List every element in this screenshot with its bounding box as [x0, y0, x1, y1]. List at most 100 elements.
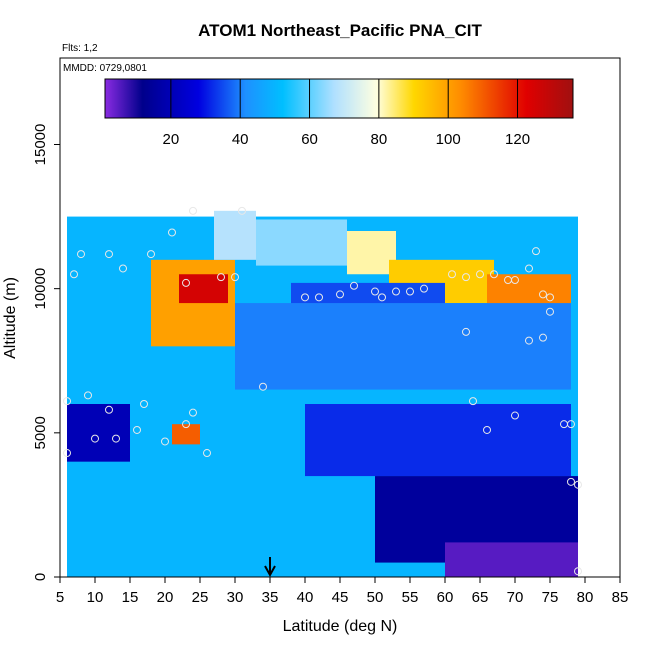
- sample-point: [168, 228, 176, 237]
- heatmap-cell: [235, 303, 571, 390]
- x-tick-label: 55: [402, 589, 419, 606]
- sample-point: [259, 382, 267, 391]
- sample-point: [140, 400, 148, 408]
- x-axis: 5 10 15 20 25 30 35 40 45 50 55 60 65 70 75 80 85: [56, 577, 629, 606]
- x-tick-label: 20: [157, 589, 174, 606]
- colorbar-tick-label: 100: [436, 131, 461, 148]
- sample-point: [77, 250, 85, 259]
- sample-point: [105, 250, 113, 259]
- sample-point: [238, 206, 246, 215]
- sample-point: [525, 336, 533, 345]
- sample-points: [63, 206, 582, 576]
- sample-point: [476, 270, 484, 279]
- x-tick-label: 60: [437, 589, 454, 606]
- heatmap-cell: [179, 274, 228, 304]
- sample-point: [567, 477, 575, 486]
- sample-point: [63, 397, 71, 406]
- dates-note: MMDD: 0729,0801: [63, 63, 147, 74]
- x-tick-label: 10: [87, 589, 104, 606]
- colorbar-tick-label: 40: [232, 131, 249, 148]
- x-tick-label: 70: [507, 589, 524, 606]
- sample-point: [182, 278, 190, 287]
- sample-point: [511, 276, 519, 285]
- sample-point: [315, 293, 323, 302]
- x-tick-label: 30: [227, 589, 244, 606]
- y-tick-label: 10000: [32, 268, 49, 310]
- colorbar: 20 40 60 80 100 120: [104, 78, 574, 148]
- sample-point: [203, 449, 211, 458]
- chart-title: ATOM1 Northeast_Pacific PNA_CIT: [198, 21, 482, 40]
- latitude-arrow: [264, 557, 276, 578]
- sample-point: [483, 425, 491, 434]
- sample-point: [350, 281, 358, 290]
- sample-point: [378, 293, 386, 302]
- colorbar-tick-label: 20: [163, 131, 180, 148]
- heatmap-cell: [67, 404, 130, 462]
- sample-point: [84, 391, 92, 400]
- colorbar-gradient: [104, 78, 574, 119]
- sample-point: [119, 264, 127, 273]
- sample-point: [63, 449, 71, 458]
- y-tick-label: 0: [32, 573, 49, 581]
- x-tick-label: 45: [332, 589, 349, 606]
- sample-point: [112, 434, 120, 443]
- heatmap-cell: [347, 231, 396, 275]
- heatmap-cell: [445, 542, 578, 577]
- sample-point: [336, 290, 344, 299]
- y-tick-label: 15000: [32, 124, 49, 166]
- sample-point: [539, 333, 547, 342]
- x-tick-label: 5: [56, 589, 64, 606]
- heatmap-cell: [256, 219, 347, 266]
- sample-point: [231, 273, 239, 282]
- heatmap-cells: [67, 210, 578, 577]
- colorbar-tick-label: 60: [301, 131, 318, 148]
- y-tick-label: 5000: [32, 416, 49, 449]
- x-tick-label: 80: [577, 589, 594, 606]
- sample-point: [511, 411, 519, 420]
- x-tick-label: 25: [192, 589, 209, 606]
- sample-point: [546, 293, 554, 302]
- sample-point: [574, 567, 582, 576]
- sample-point: [546, 307, 554, 316]
- x-tick-label: 85: [612, 589, 629, 606]
- sample-point: [147, 250, 155, 259]
- x-axis-label: Latitude (deg N): [283, 618, 398, 635]
- sample-point: [539, 290, 547, 299]
- sample-point: [406, 287, 414, 296]
- y-axis: 0 5000 10000 15000: [32, 124, 60, 581]
- sample-point: [469, 397, 477, 406]
- x-tick-label: 15: [122, 589, 139, 606]
- heatmap-cell: [214, 210, 256, 260]
- sample-point: [462, 327, 470, 336]
- flights-note: Flts: 1,2: [62, 43, 98, 54]
- heatmap-cell: [305, 404, 571, 477]
- x-tick-label: 35: [262, 589, 279, 606]
- colorbar-ticks: 20 40 60 80 100 120: [163, 79, 530, 148]
- sample-point: [371, 287, 379, 296]
- sample-point: [420, 284, 428, 293]
- heatmap-cell: [172, 424, 200, 445]
- sample-point: [217, 273, 225, 282]
- sample-point: [70, 270, 78, 279]
- y-axis-label: Altitude (m): [2, 277, 19, 359]
- sample-point: [567, 420, 575, 429]
- sample-point: [189, 206, 197, 215]
- colorbar-tick-label: 120: [505, 131, 530, 148]
- arrow-head: [264, 565, 276, 578]
- sample-point: [490, 270, 498, 279]
- sample-point: [301, 293, 309, 302]
- colorbar-tick-label: 80: [371, 131, 388, 148]
- heatmap-cell: [291, 282, 445, 306]
- sample-point: [133, 425, 141, 434]
- sample-point: [525, 264, 533, 273]
- sample-point: [448, 270, 456, 279]
- sample-point: [105, 405, 113, 414]
- sample-point: [462, 273, 470, 282]
- sample-point: [392, 287, 400, 296]
- sample-point: [532, 247, 540, 256]
- sample-point: [574, 480, 582, 489]
- x-tick-label: 65: [472, 589, 489, 606]
- x-tick-label: 40: [297, 589, 314, 606]
- sample-point: [182, 420, 190, 429]
